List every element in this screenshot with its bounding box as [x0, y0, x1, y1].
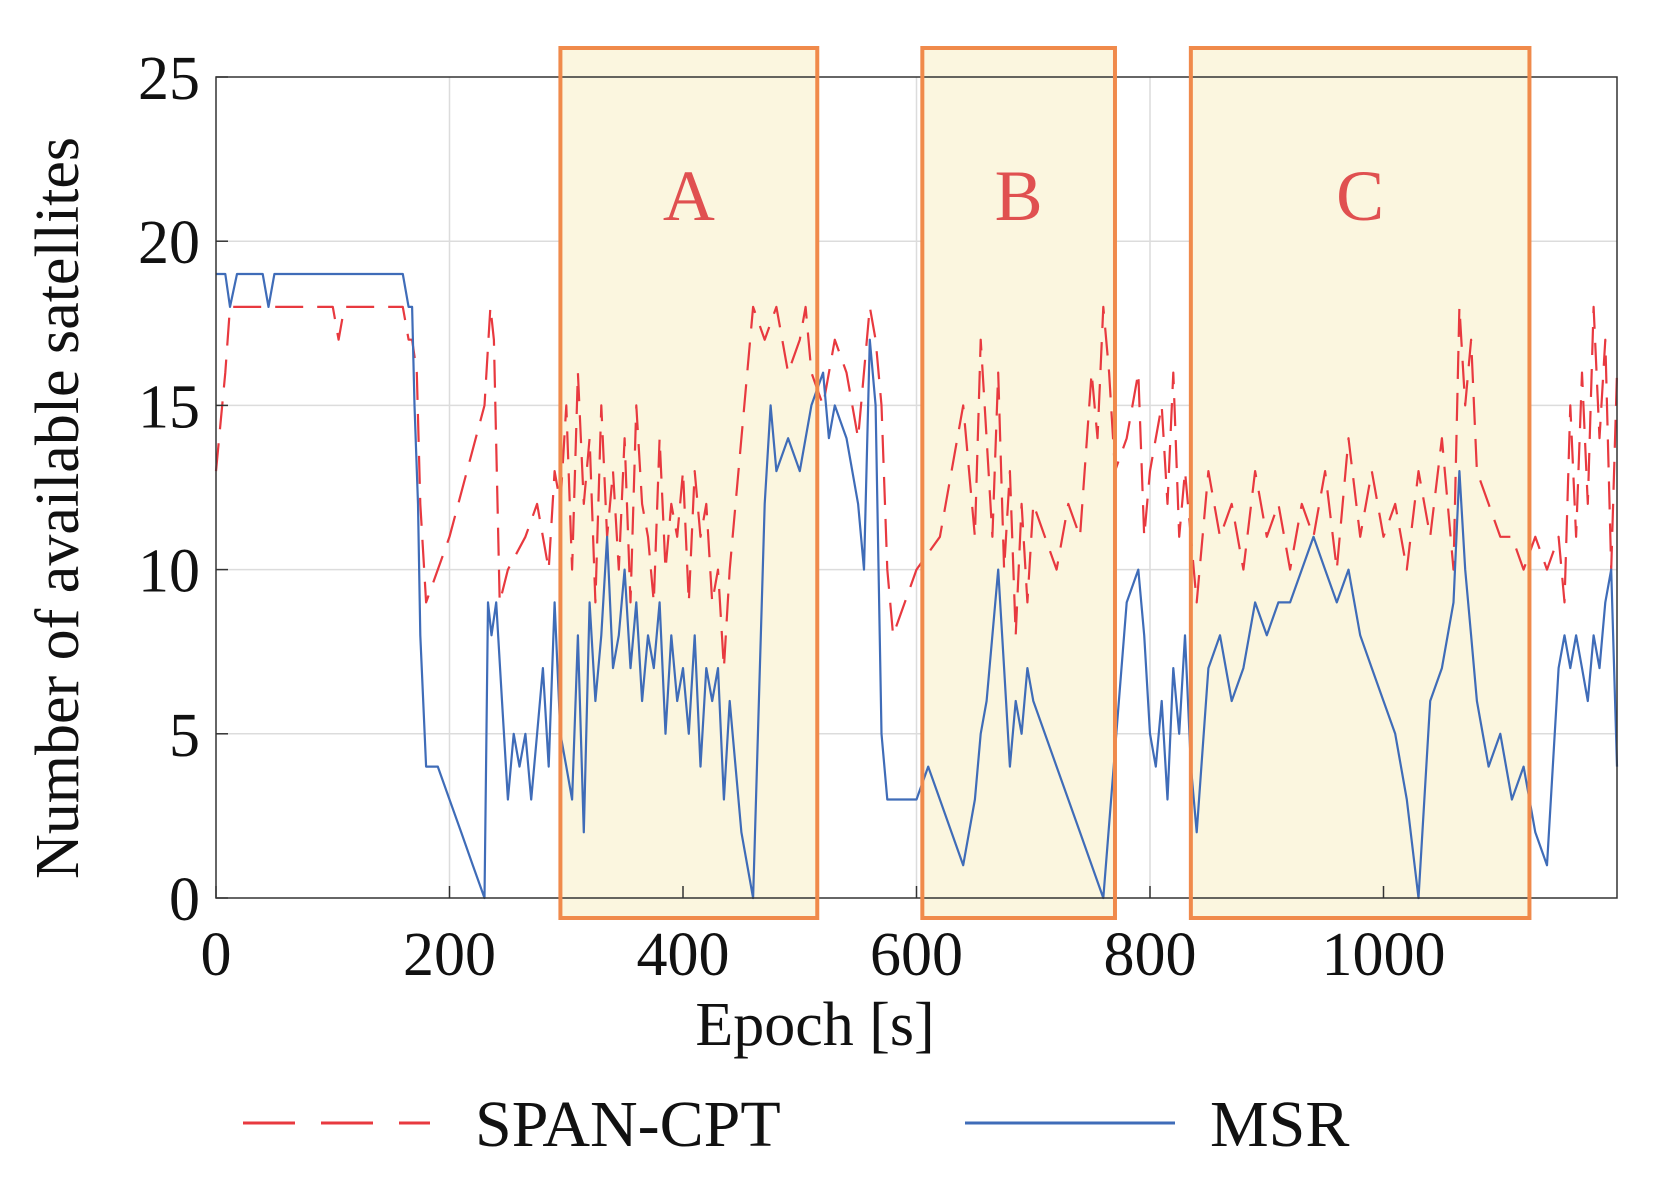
region-label-c: C — [1336, 156, 1384, 236]
region-outline-b — [920, 46, 1117, 920]
legend-label-span-cpt: SPAN-CPT — [475, 1088, 781, 1161]
y-tick-label: 20 — [138, 209, 200, 277]
legend: SPAN-CPT MSR — [243, 1088, 1349, 1161]
x-axis-label: Epoch [s] — [695, 991, 934, 1059]
series-line-span-cpt — [214, 305, 1619, 670]
region-outline-a — [558, 46, 820, 920]
x-tick-label: 0 — [201, 921, 232, 989]
region-fill-a — [560, 48, 818, 918]
region-fill-c — [1190, 48, 1530, 918]
x-tick-label: 600 — [870, 921, 963, 989]
y-tick-label: 10 — [138, 538, 200, 606]
legend-label-msr: MSR — [1210, 1088, 1349, 1161]
highlight-region-outlines: A B C — [558, 46, 1532, 920]
series-line-msr — [216, 272, 1619, 900]
x-tick-label: 400 — [637, 921, 730, 989]
region-label-a: A — [663, 156, 715, 236]
y-tick-label: 5 — [169, 702, 200, 770]
region-label-b: B — [995, 156, 1043, 236]
y-axis-label: Number of available satellites — [24, 137, 92, 879]
y-tick-label: 25 — [138, 45, 200, 113]
region-outline-c — [1188, 46, 1532, 920]
y-tick-label: 15 — [138, 373, 200, 441]
axis-ticks: 0 200 400 600 800 1000 0 5 10 15 20 25 — [138, 45, 1446, 989]
x-tick-label: 200 — [403, 921, 496, 989]
plot-series — [214, 272, 1619, 900]
x-tick-label: 800 — [1104, 921, 1197, 989]
y-tick-label: 0 — [169, 866, 200, 934]
x-tick-label: 1000 — [1322, 921, 1446, 989]
